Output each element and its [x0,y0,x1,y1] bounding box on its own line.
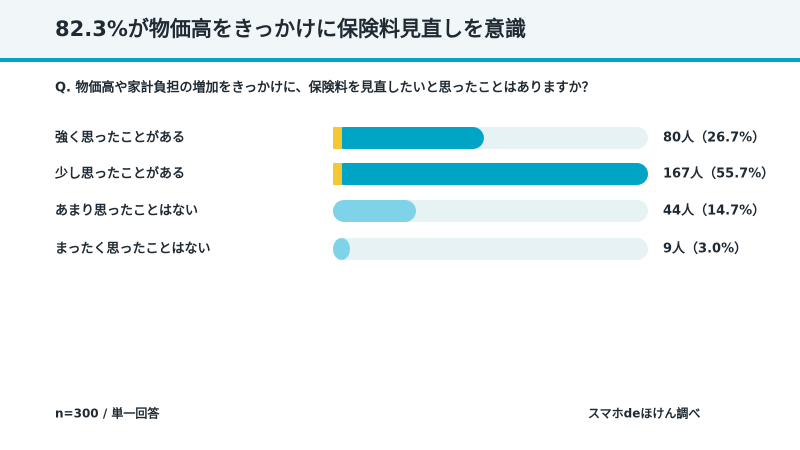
header [0,0,800,58]
value-label: 9人（3.0%） [663,241,747,257]
chart-title: 82.3%が物価高をきっかけに保険料見直しを意識 [55,17,526,41]
value-label: 80人（26.7%） [663,130,765,146]
header-rule [0,58,800,62]
bar [333,238,350,260]
category-label: まったく思ったことはない [55,242,210,257]
category-label: 少し思ったことがある [54,166,185,182]
bar-accent [333,163,342,185]
category-label: あまり思ったことはない [55,204,198,219]
bar [333,127,484,149]
category-label: 強く思ったことがある [55,130,185,146]
question: Q. 物価高や家計負担の増加をきっかけに、保険料を見直したいと思ったことはありま… [55,80,595,96]
value-label: 44人（14.7%） [663,203,765,219]
bar [333,163,648,185]
value-label: 167人（55.7%） [663,166,774,182]
source: スマホdeほけん調べ [588,406,700,421]
bar-track [333,238,648,260]
bar [333,200,416,222]
note: n=300 / 単一回答 [55,406,160,421]
bar-accent [333,127,342,149]
